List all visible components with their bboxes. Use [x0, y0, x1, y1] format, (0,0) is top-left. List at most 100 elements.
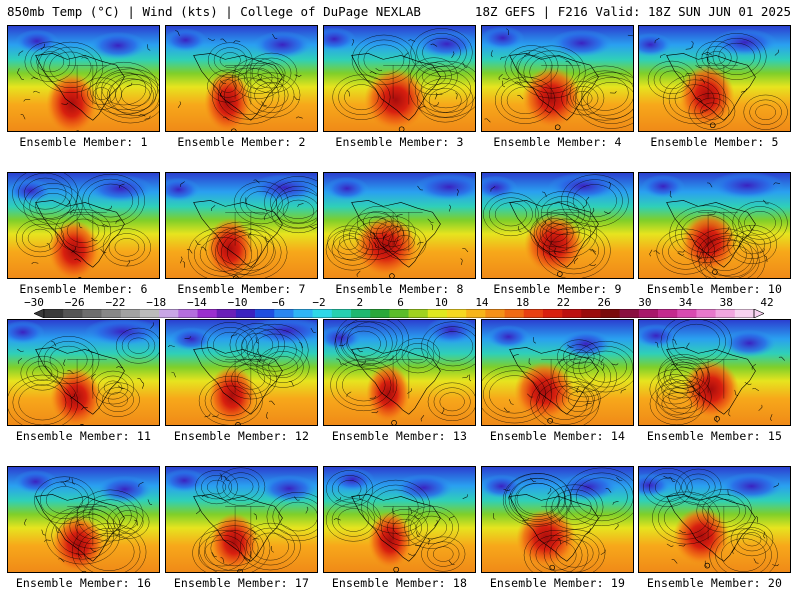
- ensemble-map-3: [323, 25, 476, 132]
- ensemble-map-14: [481, 319, 634, 426]
- colorbar-segment: [466, 309, 486, 318]
- colorbar-tick-label: 14: [475, 296, 489, 309]
- colorbar-segment: [255, 309, 275, 318]
- colorbar-segment: [542, 309, 563, 318]
- colorbar-tick-label: 18: [516, 296, 530, 309]
- colorbar-segment: [178, 309, 198, 318]
- ensemble-member-label: Ensemble Member: 17: [173, 576, 310, 590]
- colorbar-tick-label: 42: [760, 296, 774, 309]
- ensemble-map-16: [7, 466, 160, 573]
- colorbar-tick-label: 22: [556, 296, 570, 309]
- ensemble-member-label: Ensemble Member: 9: [493, 282, 622, 296]
- colorbar-segment: [658, 309, 678, 318]
- ensemble-member-label: Ensemble Member: 13: [331, 429, 468, 443]
- ensemble-map-19: [481, 466, 634, 573]
- colorbar-segment: [638, 309, 659, 318]
- colorbar-tick-label: 2: [356, 296, 364, 309]
- colorbar-segment: [63, 309, 83, 318]
- ensemble-member-label: Ensemble Member: 20: [646, 576, 783, 590]
- ensemble-map-15: [638, 319, 791, 426]
- colorbar-segment: [389, 309, 409, 318]
- colorbar-segment: [562, 309, 582, 318]
- colorbar-segment: [159, 309, 179, 318]
- ensemble-map-13: [323, 319, 476, 426]
- colorbar-tick-label: −26: [64, 296, 85, 309]
- colorbar-tick-label: 10: [434, 296, 448, 309]
- ensemble-member-label: Ensemble Member: 7: [177, 282, 306, 296]
- colorbar-segment: [696, 309, 716, 318]
- colorbar-segment: [600, 309, 620, 318]
- colorbar-tick-label: 30: [638, 296, 652, 309]
- ensemble-member-label: Ensemble Member: 18: [331, 576, 468, 590]
- ensemble-member-label: Ensemble Member: 12: [173, 429, 310, 443]
- colorbar-segment: [504, 309, 525, 318]
- ensemble-map-18: [323, 466, 476, 573]
- product-title: 850mb Temp (°C) | Wind (kts) | College o…: [7, 4, 421, 19]
- colorbar-segment: [82, 309, 102, 318]
- ensemble-map-20: [638, 466, 791, 573]
- colorbar-segment: [734, 309, 755, 318]
- colorbar-segment: [715, 309, 736, 318]
- colorbar-segment: [677, 309, 697, 318]
- ensemble-map-11: [7, 319, 160, 426]
- ensemble-map-5: [638, 25, 791, 132]
- colorbar-tick-label: −6: [271, 296, 285, 309]
- ensemble-map-1: [7, 25, 160, 132]
- ensemble-map-6: [7, 172, 160, 279]
- colorbar-segment: [331, 309, 352, 318]
- ensemble-member-label: Ensemble Member: 15: [646, 429, 783, 443]
- colorbar-tick-label: −2: [312, 296, 326, 309]
- ensemble-member-label: Ensemble Member: 4: [493, 135, 622, 149]
- colorbar-tick-label: −14: [186, 296, 207, 309]
- colorbar-max-arrow: [753, 309, 764, 318]
- colorbar-segment: [446, 309, 467, 318]
- colorbar-segment: [485, 309, 505, 318]
- colorbar-segment: [619, 309, 640, 318]
- colorbar-segment: [293, 309, 313, 318]
- colorbar-segment: [427, 309, 448, 318]
- ensemble-member-label: Ensemble Member: 10: [646, 282, 783, 296]
- colorbar-segment: [101, 309, 122, 318]
- colorbar-tick-label: −22: [105, 296, 126, 309]
- ensemble-map-17: [165, 466, 318, 573]
- ensemble-member-label: Ensemble Member: 3: [335, 135, 464, 149]
- ensemble-member-label: Ensemble Member: 11: [15, 429, 152, 443]
- ensemble-member-label: Ensemble Member: 6: [19, 282, 148, 296]
- colorbar-segment: [408, 309, 429, 318]
- ensemble-member-label: Ensemble Member: 5: [650, 135, 779, 149]
- colorbar-tick-label: 34: [678, 296, 693, 309]
- colorbar-segment: [581, 309, 601, 318]
- colorbar-tick-label: −30: [24, 296, 44, 309]
- ensemble-map-4: [481, 25, 634, 132]
- ensemble-map-9: [481, 172, 634, 279]
- ensemble-map-7: [165, 172, 318, 279]
- colorbar-tick-label: −10: [227, 296, 248, 309]
- colorbar-segment: [120, 309, 141, 318]
- ensemble-member-label: Ensemble Member: 2: [177, 135, 306, 149]
- ensemble-member-label: Ensemble Member: 1: [19, 135, 148, 149]
- colorbar-tick-label: 6: [397, 296, 404, 309]
- ensemble-map-10: [638, 172, 791, 279]
- colorbar-segment: [274, 309, 294, 318]
- colorbar-segment: [312, 309, 333, 318]
- ensemble-member-label: Ensemble Member: 14: [489, 429, 626, 443]
- ensemble-member-label: Ensemble Member: 16: [15, 576, 152, 590]
- colorbar-tick-label: −18: [146, 296, 167, 309]
- colorbar-segment: [139, 309, 160, 318]
- colorbar-segment: [216, 309, 237, 318]
- colorbar-segment: [370, 309, 390, 318]
- ensemble-member-label: Ensemble Member: 8: [335, 282, 464, 296]
- ensemble-map-12: [165, 319, 318, 426]
- colorbar-min-arrow: [34, 309, 45, 318]
- ensemble-map-2: [165, 25, 318, 132]
- colorbar-segment: [235, 309, 256, 318]
- colorbar-tick-label: 26: [597, 296, 611, 309]
- colorbar-segment: [197, 309, 218, 318]
- ensemble-member-label: Ensemble Member: 19: [489, 576, 626, 590]
- colorbar-segment: [351, 309, 371, 318]
- colorbar-segment: [523, 309, 544, 318]
- colorbar-tick-label: 38: [719, 296, 733, 309]
- run-valid-time: 18Z GEFS | F216 Valid: 18Z SUN JUN 01 20…: [474, 4, 791, 19]
- colorbar-outline: [43, 309, 755, 318]
- colorbar-segment: [44, 309, 64, 318]
